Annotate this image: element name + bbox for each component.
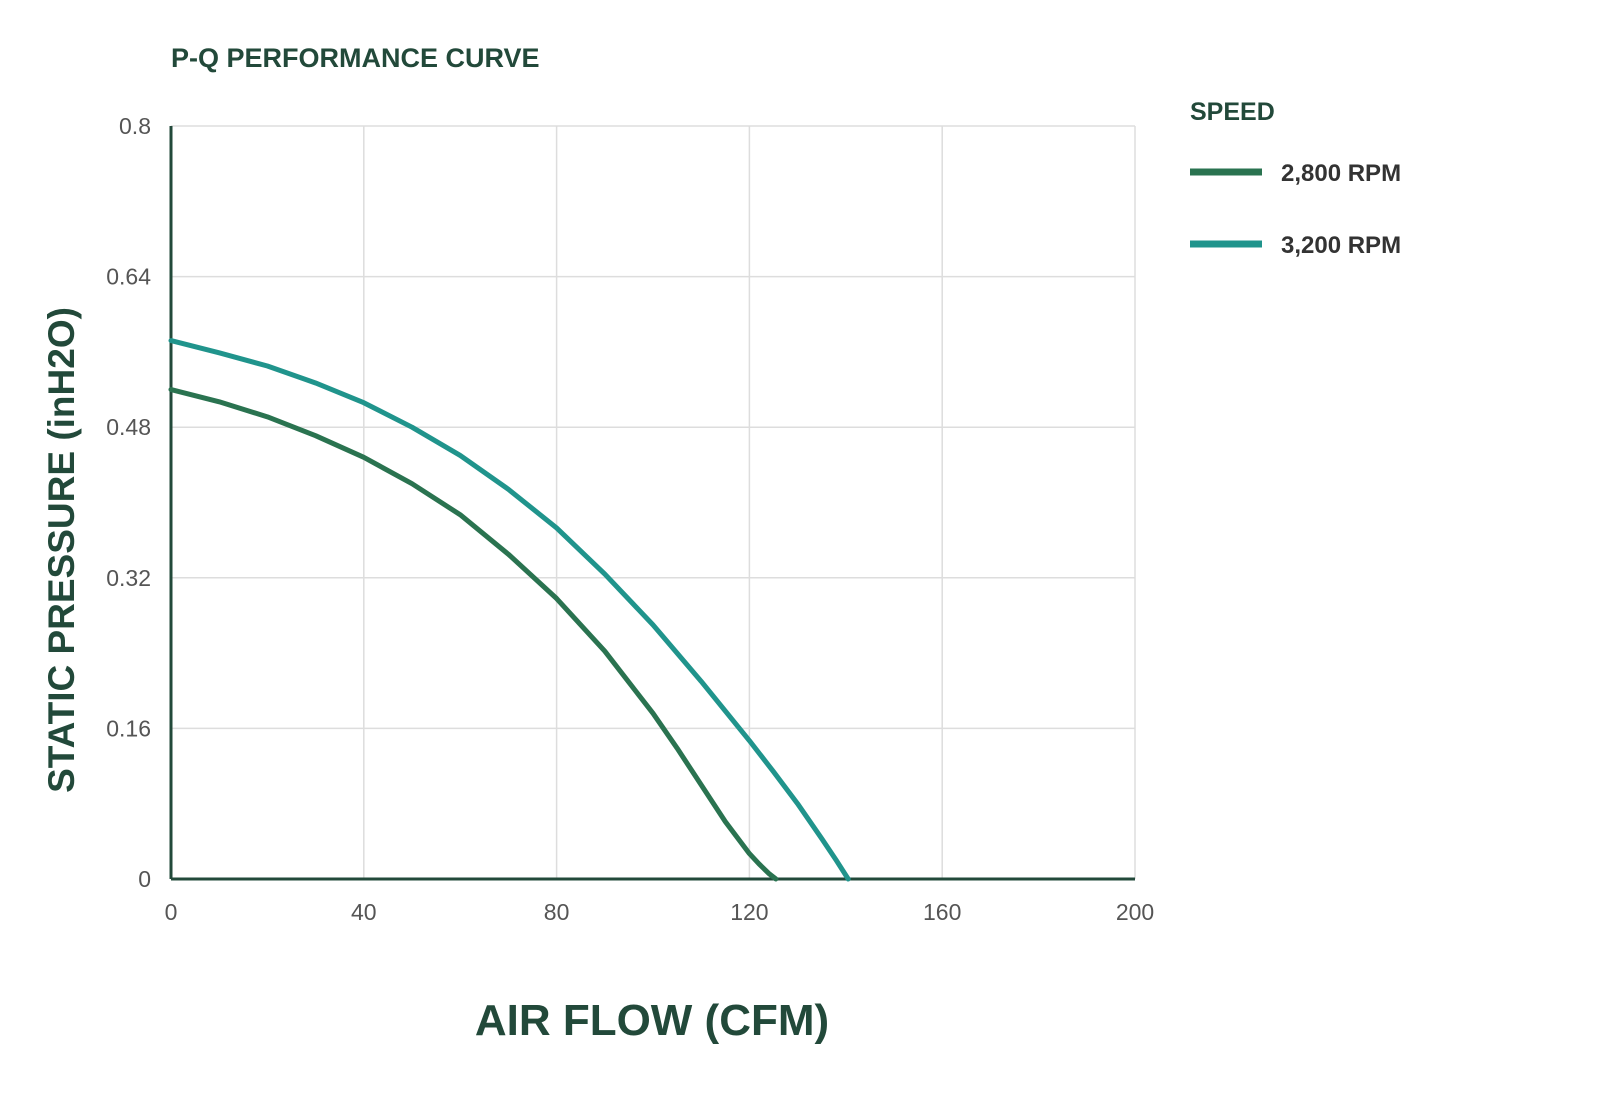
legend-items: 2,800 RPM 3,200 RPM bbox=[1190, 160, 1401, 259]
series-line-1 bbox=[168, 338, 851, 882]
y-tick-label: 0.16 bbox=[106, 715, 151, 741]
x-tick-label: 200 bbox=[1116, 899, 1154, 925]
x-tick-label: 80 bbox=[544, 899, 570, 925]
grid-lines bbox=[171, 125, 1136, 879]
y-tick-label: 0.8 bbox=[119, 113, 151, 139]
x-tick-label: 160 bbox=[923, 899, 961, 925]
y-tick-label: 0 bbox=[138, 866, 151, 892]
tick-labels: 0 40 80 120 160 200 0 0.16 0.32 0.48 0.64 0.8 bbox=[106, 113, 1154, 925]
series-line-0 bbox=[168, 387, 779, 882]
legend-title: SPEED bbox=[1190, 98, 1275, 126]
chart-title: P-Q PERFORMANCE CURVE bbox=[171, 43, 540, 73]
y-tick-label: 0.32 bbox=[106, 565, 151, 591]
x-tick-label: 0 bbox=[165, 899, 178, 925]
axes bbox=[169, 126, 1135, 881]
legend-label-1: 3,200 RPM bbox=[1281, 232, 1401, 259]
x-axis-label: AIR FLOW (CFM) bbox=[475, 996, 829, 1045]
series-lines bbox=[168, 338, 851, 882]
x-tick-label: 40 bbox=[351, 899, 377, 925]
y-tick-label: 0.64 bbox=[106, 264, 151, 290]
x-tick-label: 120 bbox=[730, 899, 768, 925]
y-tick-label: 0.48 bbox=[106, 414, 151, 440]
y-axis-label: STATIC PRESSURE (inH2O) bbox=[41, 307, 82, 793]
legend-label-0: 2,800 RPM bbox=[1281, 160, 1401, 187]
legend: SPEED 2,800 RPM 3,200 RPM bbox=[1190, 98, 1401, 259]
